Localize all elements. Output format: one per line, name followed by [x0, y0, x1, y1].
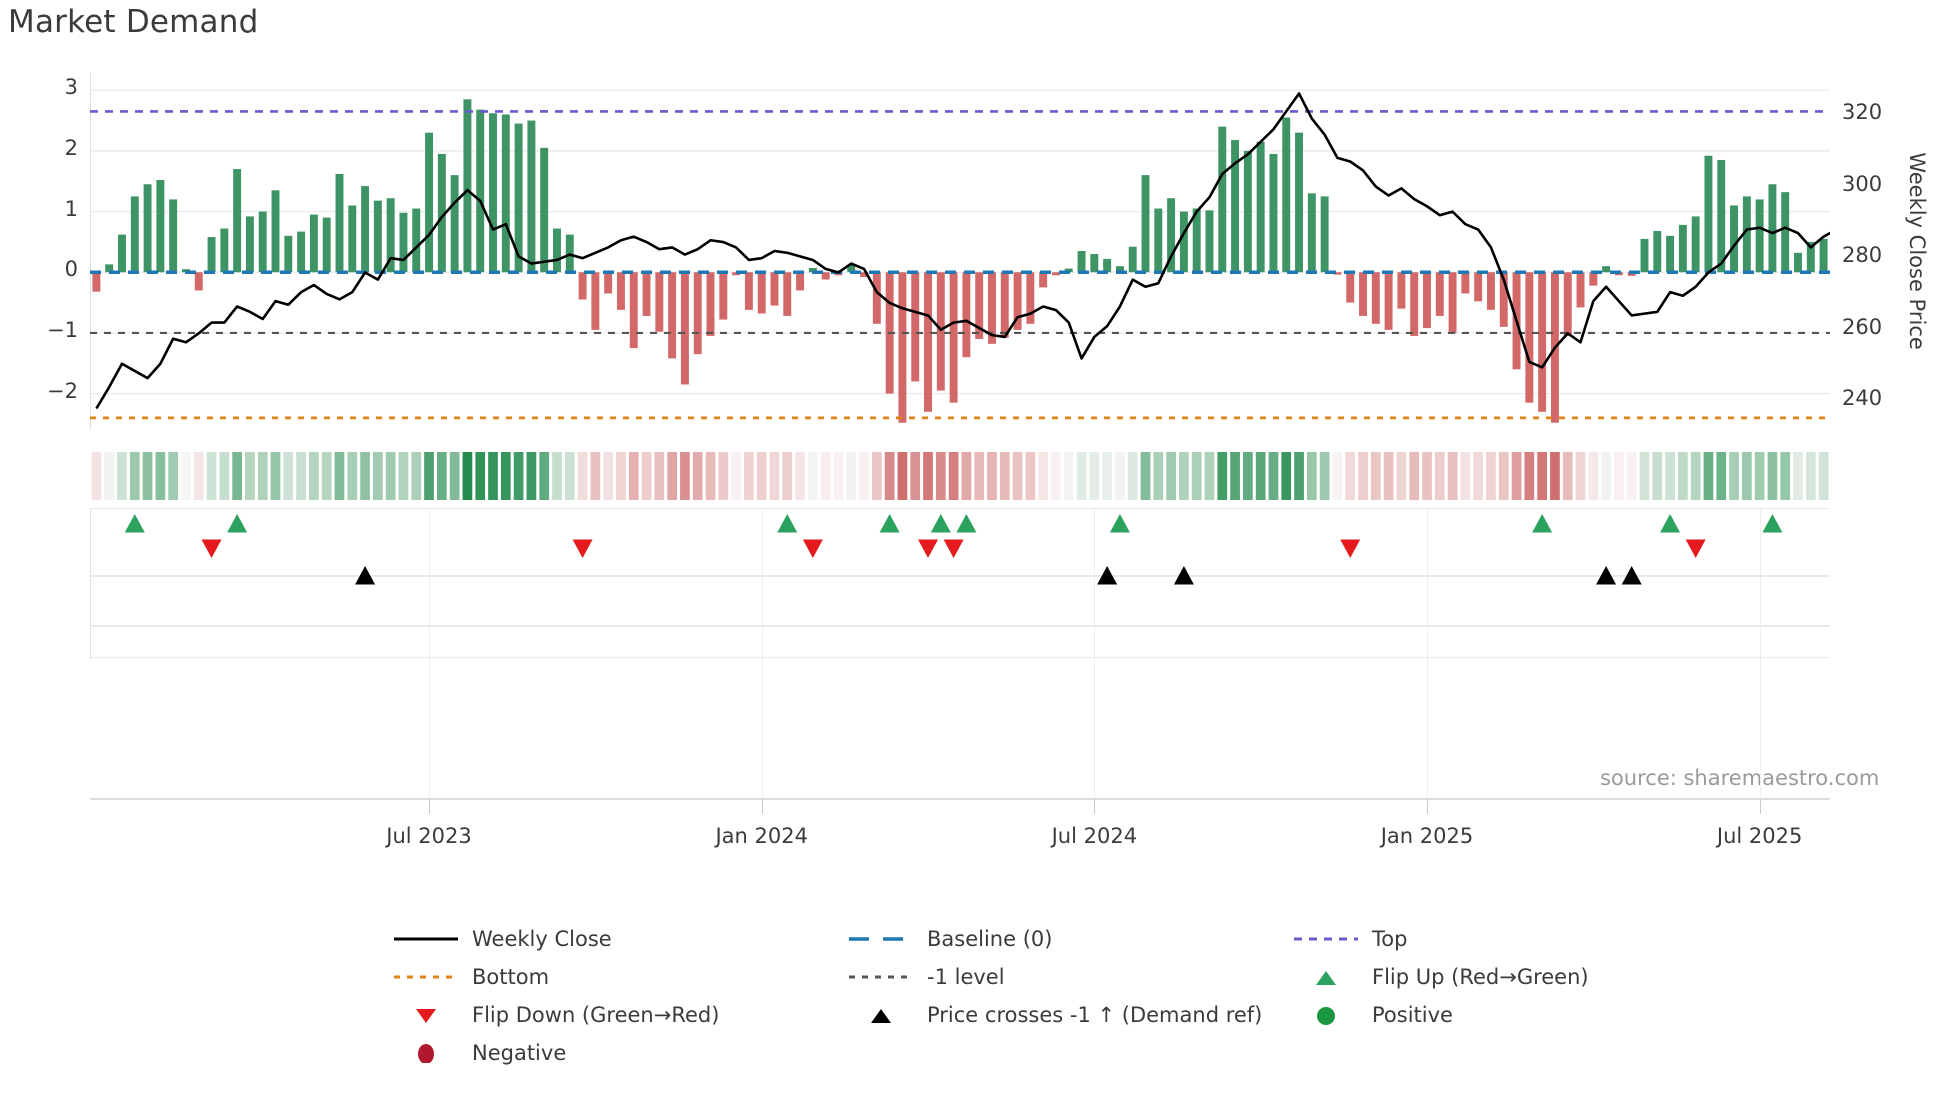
marker-panel [89, 507, 1885, 659]
dotted-line-icon [1280, 931, 1372, 947]
legend-label: Baseline (0) [927, 927, 1053, 951]
y-tick-right: 280 [1842, 243, 1883, 268]
legend-item-negative[interactable]: Negative [380, 1034, 835, 1072]
y-tick-right: 260 [1842, 314, 1883, 339]
y-tick-left: 0 [64, 257, 78, 282]
y-tick-right: 320 [1842, 99, 1883, 124]
legend-item-baseline[interactable]: Baseline (0) [835, 920, 1280, 958]
legend-item-bottom[interactable]: Bottom [380, 958, 835, 996]
circle-icon [380, 1043, 472, 1063]
legend-label: -1 level [927, 965, 1005, 989]
x-tick-mark [429, 800, 431, 814]
legend-item-weekly-close[interactable]: Weekly Close [380, 920, 835, 958]
y-tick-left: 3 [64, 75, 78, 100]
legend-label: Flip Up (Red→Green) [1372, 965, 1589, 989]
legend-label: Top [1372, 927, 1408, 951]
dotted-line-icon [380, 969, 472, 985]
x-axis-line [90, 798, 1830, 800]
solid-line-icon [380, 931, 472, 947]
x-tick: Jan 2025 [1380, 824, 1474, 848]
triangle-up-icon [1280, 967, 1372, 987]
legend-label: Flip Down (Green→Red) [472, 1003, 720, 1027]
x-gridline [761, 508, 763, 800]
legend-item-positive[interactable]: Positive [1280, 996, 1700, 1034]
triangle-up-icon [835, 1005, 927, 1025]
triangle-down-icon [380, 1005, 472, 1025]
x-tick-mark [761, 800, 763, 814]
legend-label: Price crosses -1 ↑ (Demand ref) [927, 1003, 1263, 1027]
chart-legend: Weekly Close Baseline (0) Top Bottom -1 … [380, 920, 1700, 1072]
y-tick-right: 240 [1842, 386, 1883, 411]
circle-icon [1280, 1005, 1372, 1025]
page-title: Market Demand [8, 4, 259, 40]
dotted-line-icon [835, 969, 927, 985]
x-gridline [429, 508, 431, 800]
source-caption: source: sharemaestro.com [1600, 766, 1880, 790]
market-demand-chart [90, 72, 1830, 430]
legend-label: Negative [472, 1041, 567, 1065]
y-tick-left: −1 [47, 317, 78, 342]
x-gridline [1094, 508, 1096, 800]
legend-item-price-cross[interactable]: Price crosses -1 ↑ (Demand ref) [835, 996, 1280, 1034]
demand-heatmap-strip [90, 452, 1830, 500]
y-tick-left: 1 [64, 196, 78, 221]
main-chart-plot [90, 72, 1830, 430]
legend-item-flip-down[interactable]: Flip Down (Green→Red) [380, 996, 835, 1034]
x-tick: Jul 2023 [386, 824, 472, 848]
x-tick: Jan 2024 [715, 824, 808, 848]
legend-label: Bottom [472, 965, 550, 989]
x-gridline [1759, 508, 1761, 800]
legend-item-flip-up[interactable]: Flip Up (Red→Green) [1280, 958, 1700, 996]
y-tick-left: −2 [47, 378, 78, 403]
legend-item-top[interactable]: Top [1280, 920, 1700, 958]
legend-item-minus1-level[interactable]: -1 level [835, 958, 1280, 996]
y-tick-left: 2 [64, 135, 78, 160]
x-gridline [1426, 508, 1428, 800]
x-tick-mark [1426, 800, 1428, 814]
legend-label: Weekly Close [472, 927, 612, 951]
y-tick-right: 300 [1842, 171, 1883, 196]
x-tick: Jul 2025 [1716, 824, 1803, 848]
x-tick: Jul 2024 [1051, 824, 1138, 848]
x-tick-mark [1094, 800, 1096, 814]
dashed-line-icon [835, 931, 927, 947]
legend-label: Positive [1372, 1003, 1453, 1027]
x-tick-mark [1759, 800, 1761, 814]
